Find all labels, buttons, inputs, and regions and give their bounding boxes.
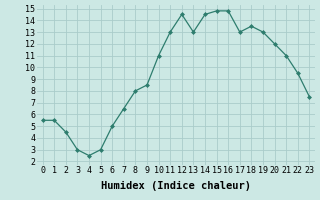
X-axis label: Humidex (Indice chaleur): Humidex (Indice chaleur) — [101, 181, 251, 191]
